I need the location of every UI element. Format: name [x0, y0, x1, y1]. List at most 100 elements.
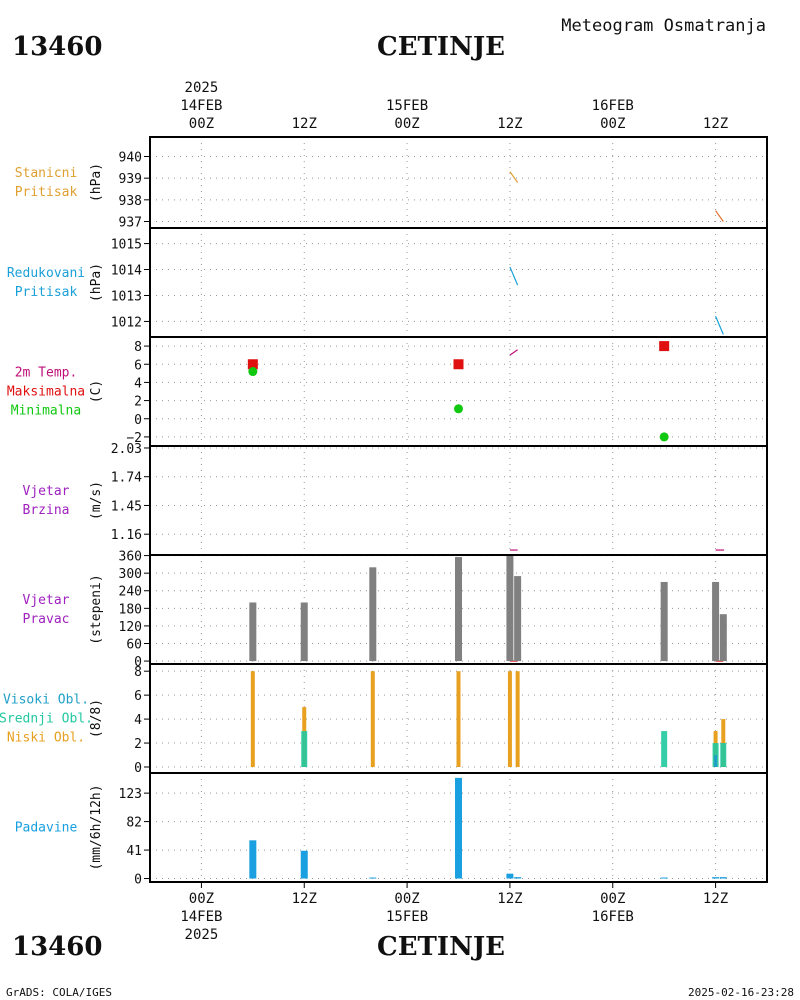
y-unit-label: (hPa)	[89, 263, 104, 302]
top-axis-date-label: 15FEB	[386, 98, 428, 114]
min-temp-marker	[454, 404, 463, 414]
mid-cloud-bar	[720, 743, 727, 768]
series-line	[509, 171, 519, 183]
top-axis-hour-label: 00Z	[600, 116, 625, 132]
series-line	[715, 316, 724, 335]
panel-label: Redukovani	[7, 266, 85, 281]
panel-station-pressure: 937 938 939 940 (hPa) Stanicni Pritisak	[15, 136, 768, 231]
panel-label: Brzina	[23, 503, 70, 518]
bottom-axis-year-label: 2025	[185, 927, 219, 943]
y-tick-label: 0	[134, 761, 142, 776]
panel-label: Srednji Obl.	[0, 712, 93, 727]
panel-reduced-pressure: 1012 1013 1014 1015 (hPa) Redukovani Pritisak	[7, 227, 768, 338]
panel-label: Maksimalna	[7, 385, 85, 400]
y-tick-label: 60	[126, 637, 142, 652]
panel-frame	[149, 336, 768, 447]
y-tick-label: 360	[119, 550, 142, 565]
panel-frame	[149, 445, 768, 556]
station-id-bottom: 13460	[12, 932, 102, 962]
wind-direction-bar	[455, 557, 462, 662]
low-cloud-bar	[370, 671, 375, 768]
precipitation-bar	[660, 877, 668, 879]
wind-direction-bar	[712, 581, 720, 662]
precipitation-bar	[712, 877, 720, 879]
station-id-top: 13460	[12, 32, 102, 62]
wind-direction-bar	[506, 555, 514, 662]
y-tick-label: 6	[134, 358, 142, 373]
precipitation-bar	[514, 877, 522, 879]
panel-frame	[149, 136, 768, 229]
bottom-axis-date-label: 14FEB	[180, 909, 222, 925]
y-tick-label: 939	[119, 172, 142, 187]
panel-label: 2m Temp.	[15, 366, 78, 381]
y-unit-label: (stepeni)	[89, 574, 104, 644]
y-tick-label: 300	[119, 567, 142, 582]
min-temp-marker	[248, 367, 258, 377]
precipitation-bar	[506, 873, 514, 879]
max-temp-marker	[659, 341, 670, 352]
station-name-bottom: CETINJE	[377, 932, 505, 962]
y-unit-label: (hPa)	[89, 163, 104, 202]
y-unit-label: (m/s)	[89, 481, 104, 520]
wind-direction-bar	[369, 567, 377, 662]
panel-precip: 0 41 82 123 (mm/6h/12h) Padavine	[15, 772, 768, 888]
y-tick-label: 120	[119, 620, 142, 635]
top-axis-hour-label: 00Z	[394, 116, 419, 132]
panel-clouds: 0 2 4 6 8 (8/8)Visoki Obl. Srednji Obl. Niski O…	[0, 663, 768, 776]
low-cloud-bar	[515, 671, 520, 768]
y-tick-label: 2.03	[111, 442, 142, 457]
meteogram-panels: 937938939940(hPa)StanicniPritisak1012101…	[0, 136, 768, 888]
y-tick-label: 1013	[111, 289, 142, 304]
panel-label: Vjetar	[23, 593, 70, 608]
y-tick-label: 1012	[111, 315, 142, 330]
bottom-time-axis: 00Z 14FEB 2025 12Z 00Z 15FEB 12Z 00Z 16FEB 12Z	[180, 882, 728, 943]
bottom-axis-hour-label: 00Z	[189, 891, 214, 907]
low-cloud-bar	[456, 671, 461, 768]
y-tick-label: 240	[119, 585, 142, 600]
bottom-axis-date-label: 16FEB	[592, 909, 634, 925]
footer-timestamp: 2025-02-16-23:28	[688, 986, 794, 999]
y-tick-label: 938	[119, 194, 142, 209]
precipitation-bar	[249, 840, 257, 879]
panel-label: Pravac	[23, 612, 70, 627]
top-axis-year-label: 2025	[185, 80, 219, 96]
y-tick-label: 2	[134, 395, 142, 410]
top-axis-hour-label: 12Z	[703, 116, 728, 132]
y-tick-label: −2	[126, 431, 142, 446]
high-cloud-bar	[714, 755, 718, 768]
y-tick-label: 2	[134, 737, 142, 752]
min-temp-marker	[659, 432, 669, 442]
y-tick-label: 937	[119, 216, 142, 231]
y-tick-label: 8	[134, 340, 142, 355]
panel-frame	[149, 772, 768, 883]
y-tick-label: 1015	[111, 238, 142, 253]
panel-label: Pritisak	[15, 285, 78, 300]
panel-wind-dir: 0 60 120 180 240 300 360 (stepeni) Vjetar Pravac	[23, 550, 768, 670]
y-tick-label: 8	[134, 665, 142, 680]
panel-label: Visoki Obl.	[3, 693, 89, 708]
y-tick-label: 82	[126, 816, 142, 831]
wind-direction-bar	[514, 576, 522, 662]
y-tick-label: 1.74	[111, 471, 142, 486]
y-tick-label: 4	[134, 713, 142, 728]
panel-label: Pritisak	[15, 185, 78, 200]
series-line	[509, 266, 519, 286]
top-axis-hour-label: 00Z	[189, 116, 214, 132]
panel-wind-speed: 1.16 1.45 1.74 2.03 (m/s) Vjetar Brzina	[23, 442, 768, 556]
meteogram-subtitle: Meteogram Osmatranja	[561, 16, 766, 36]
y-tick-label: 1.45	[111, 499, 142, 514]
y-unit-label: (C)	[89, 380, 104, 403]
y-tick-label: 1014	[111, 264, 142, 279]
mid-cloud-bar	[661, 731, 668, 768]
bottom-axis-date-label: 15FEB	[386, 909, 428, 925]
y-tick-label: 180	[119, 602, 142, 617]
low-cloud-bar	[250, 671, 255, 768]
top-axis-hour-label: 12Z	[292, 116, 317, 132]
y-unit-label: (8/8)	[89, 699, 104, 738]
y-tick-label: 1.16	[111, 528, 142, 543]
panel-label: Padavine	[15, 821, 78, 836]
precipitation-bar	[719, 877, 727, 879]
panel-temperature: −2 0 2 4 6 8 (C) 2m Temp. Maksimalna Minimalna	[7, 336, 768, 447]
bottom-axis-hour-label: 12Z	[292, 891, 317, 907]
top-axis-hour-label: 12Z	[497, 116, 522, 132]
